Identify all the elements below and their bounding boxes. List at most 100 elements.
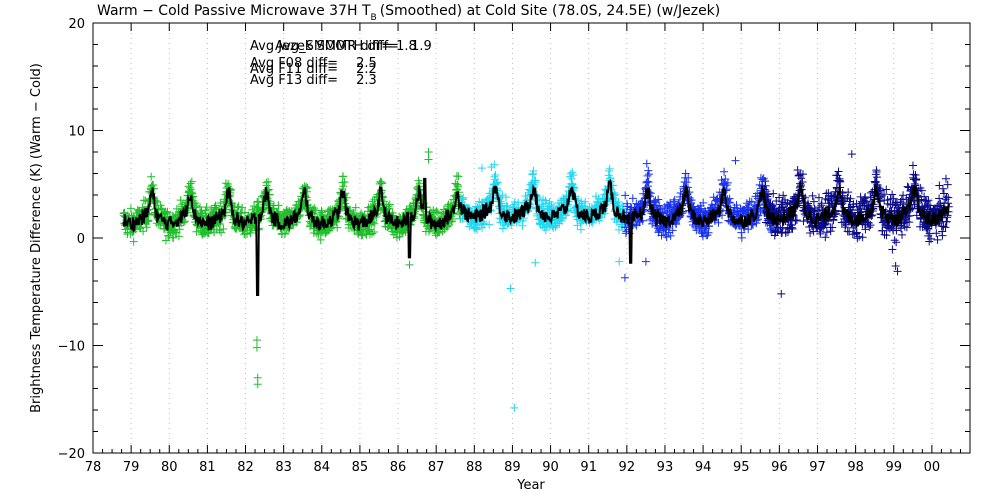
data-point-smmr [453, 182, 462, 191]
data-point-f08 [531, 176, 540, 185]
x-tick-label: 84 [314, 460, 331, 475]
data-point-smmr [333, 223, 342, 232]
data-point-smmr [316, 235, 325, 244]
data-point-f08 [521, 192, 530, 201]
data-point-smmr [248, 205, 257, 214]
x-tick-label: 89 [504, 460, 521, 475]
data-point-f13 [806, 228, 815, 237]
data-point-smmr [368, 229, 377, 238]
data-point-f13 [817, 201, 826, 210]
data-point-f11 [644, 166, 653, 175]
data-point-f13 [882, 231, 891, 240]
outlier-point-f13 [777, 289, 786, 298]
data-point-f13 [882, 185, 891, 194]
data-point-smmr [174, 232, 183, 241]
legend-f13: Avg F13 diff= 2.3 [250, 73, 377, 88]
data-point-smmr [224, 179, 233, 188]
data-point-smmr [192, 201, 201, 210]
data-point-f08 [569, 171, 578, 180]
data-point-smmr [266, 199, 275, 208]
data-point-f11 [642, 178, 651, 187]
data-point-f13 [943, 180, 952, 189]
data-point-smmr [164, 231, 173, 240]
data-point-f11 [638, 216, 647, 225]
data-point-smmr [210, 203, 219, 212]
data-point-smmr [202, 203, 211, 212]
data-point-smmr [151, 196, 160, 205]
x-tick-label: 96 [771, 460, 788, 475]
data-point-smmr [147, 172, 156, 181]
data-point-f11 [645, 170, 654, 179]
outlier-point-smmr [253, 380, 262, 389]
outlier-point-f08 [510, 403, 519, 412]
x-tick-label: 83 [275, 460, 292, 475]
data-point-smmr [201, 206, 210, 215]
outlier-point-f11 [620, 273, 629, 282]
y-axis-label: Brightness Temperature Difference (K) (W… [29, 63, 44, 413]
x-tick-label: 88 [466, 460, 483, 475]
data-point-f08 [551, 223, 560, 232]
data-point-f08 [510, 198, 519, 207]
outlier-point-smmr [424, 148, 433, 156]
data-point-smmr [317, 206, 326, 215]
data-point-f13 [890, 236, 899, 245]
data-point-smmr [185, 183, 194, 192]
y-tick-label: 20 [68, 17, 85, 32]
y-tick-label: −10 [58, 340, 85, 355]
data-point-smmr [234, 202, 243, 211]
data-point-f13 [826, 227, 835, 236]
x-tick-label: 00 [924, 460, 941, 475]
x-tick-label: 98 [847, 460, 864, 475]
chart-title: Warm − Cold Passive Microwave 37H TB (Smo… [97, 3, 720, 23]
x-tick-label: 90 [542, 460, 559, 475]
outlier-point-smmr [405, 260, 414, 269]
data-point-smmr [377, 179, 386, 188]
outlier-point-f13 [893, 267, 902, 276]
data-point-f08 [576, 225, 585, 234]
x-tick-label: 93 [657, 460, 674, 475]
data-point-smmr [126, 204, 135, 213]
data-point-f08 [501, 193, 510, 202]
data-point-smmr [219, 225, 228, 234]
data-point-f08 [530, 178, 539, 187]
data-point-f13 [888, 190, 897, 199]
data-point-smmr [433, 208, 442, 217]
data-point-f08 [502, 201, 511, 210]
x-tick-label: 85 [352, 460, 369, 475]
data-point-smmr [377, 178, 386, 187]
outlier-point-smmr [252, 343, 261, 352]
x-tick-label: 82 [237, 460, 254, 475]
data-point-smmr [365, 230, 374, 239]
outlier-point-f13 [891, 261, 900, 270]
data-point-f11 [628, 194, 637, 203]
plot-frame [92, 22, 971, 454]
data-point-smmr [178, 200, 187, 209]
data-point-smmr [281, 229, 290, 238]
data-point-f13 [892, 238, 901, 247]
data-point-smmr [149, 184, 158, 193]
data-point-f08 [541, 226, 550, 235]
data-point-f11 [649, 197, 658, 206]
data-point-f13 [908, 161, 917, 170]
data-point-f13 [792, 216, 801, 225]
data-point-f13 [942, 217, 951, 226]
data-point-f13 [822, 228, 831, 237]
data-point-f11 [737, 233, 746, 242]
x-tick-label: 99 [885, 460, 902, 475]
outlier-point-f08 [615, 257, 624, 266]
data-point-smmr [187, 177, 196, 186]
outlier-point-f08 [531, 258, 540, 267]
data-point-smmr [340, 177, 349, 186]
data-point-f11 [654, 195, 663, 204]
data-point-smmr [139, 227, 148, 236]
data-point-smmr [433, 229, 442, 238]
data-point-f08 [614, 197, 623, 206]
data-point-f13 [935, 194, 944, 203]
data-point-f13 [858, 233, 867, 242]
data-point-smmr [370, 219, 379, 228]
data-point-f11 [657, 231, 666, 240]
axes-layer: 78 79 80 81 82 83 84 85 86 87 88 89 90 91 92 93 94 95 96 97… [58, 17, 970, 475]
data-point-f08 [528, 170, 537, 179]
data-point-f08 [485, 220, 494, 229]
data-point-f11 [621, 191, 630, 200]
